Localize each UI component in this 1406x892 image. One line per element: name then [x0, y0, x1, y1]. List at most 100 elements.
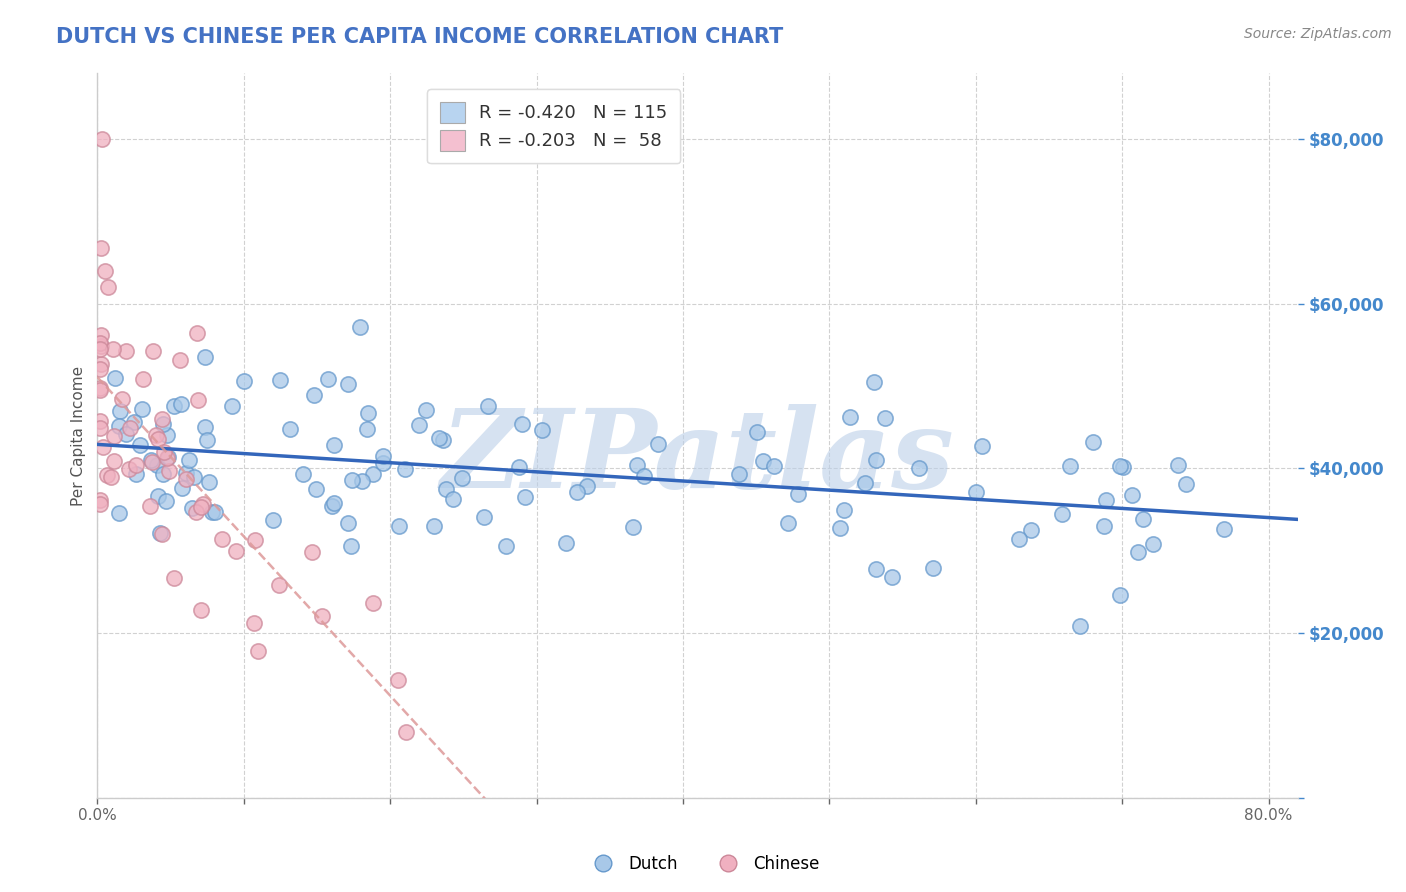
Point — [197, 434, 219, 448]
Point — [408, 417, 430, 432]
Point — [292, 467, 315, 481]
Point — [183, 469, 205, 483]
Point — [865, 453, 887, 467]
Point — [90, 358, 112, 372]
Point — [474, 510, 496, 524]
Point — [495, 539, 517, 553]
Point — [186, 393, 208, 408]
Point — [114, 426, 136, 441]
Point — [1142, 537, 1164, 551]
Point — [1167, 458, 1189, 472]
Point — [340, 473, 363, 487]
Point — [337, 377, 360, 392]
Point — [89, 414, 111, 428]
Point — [908, 460, 931, 475]
Point — [510, 417, 533, 431]
Point — [148, 433, 170, 447]
Point — [832, 503, 855, 517]
Point — [728, 467, 751, 481]
Point — [149, 526, 172, 541]
Point — [150, 411, 173, 425]
Point — [124, 467, 146, 482]
Point — [1083, 435, 1105, 450]
Point — [269, 374, 291, 388]
Point — [1108, 458, 1130, 473]
Point — [225, 544, 247, 558]
Point — [186, 505, 208, 519]
Point — [139, 453, 162, 467]
Point — [169, 352, 191, 367]
Point — [152, 467, 174, 481]
Point — [152, 445, 174, 459]
Point — [141, 454, 163, 468]
Point — [131, 372, 153, 386]
Point — [477, 400, 499, 414]
Point — [336, 516, 359, 530]
Point — [321, 499, 343, 513]
Point — [432, 433, 454, 447]
Point — [621, 520, 644, 534]
Text: Source: ZipAtlas.com: Source: ZipAtlas.com — [1244, 27, 1392, 41]
Point — [89, 421, 111, 435]
Point — [922, 561, 945, 575]
Point — [146, 458, 169, 472]
Point — [108, 419, 131, 434]
Point — [576, 478, 599, 492]
Point — [243, 533, 266, 548]
Point — [763, 459, 786, 474]
Point — [204, 504, 226, 518]
Point — [269, 578, 291, 592]
Point — [356, 422, 378, 436]
Point — [278, 422, 301, 436]
Point — [1213, 522, 1236, 536]
Point — [357, 406, 380, 420]
Point — [131, 402, 153, 417]
Point — [301, 545, 323, 559]
Point — [125, 458, 148, 472]
Point — [371, 456, 394, 470]
Point — [778, 516, 800, 531]
Point — [1175, 477, 1198, 491]
Point — [423, 519, 446, 533]
Point — [193, 498, 215, 512]
Point — [361, 467, 384, 481]
Point — [865, 561, 887, 575]
Point — [246, 643, 269, 657]
Point — [157, 464, 180, 478]
Point — [169, 396, 191, 410]
Point — [1059, 458, 1081, 473]
Point — [177, 453, 200, 467]
Point — [233, 374, 256, 388]
Point — [90, 241, 112, 255]
Point — [103, 454, 125, 468]
Point — [451, 471, 474, 485]
Point — [751, 454, 773, 468]
Point — [96, 467, 118, 482]
Point — [415, 403, 437, 417]
Point — [387, 673, 409, 687]
Point — [107, 506, 129, 520]
Point — [363, 596, 385, 610]
Point — [93, 264, 115, 278]
Point — [155, 494, 177, 508]
Point — [302, 388, 325, 402]
Point — [1111, 460, 1133, 475]
Point — [89, 492, 111, 507]
Point — [647, 437, 669, 451]
Point — [90, 132, 112, 146]
Point — [633, 469, 655, 483]
Point — [156, 428, 179, 442]
Legend: Dutch, Chinese: Dutch, Chinese — [581, 848, 825, 880]
Point — [89, 342, 111, 356]
Point — [1108, 588, 1130, 602]
Point — [787, 487, 810, 501]
Point — [395, 725, 418, 739]
Point — [626, 458, 648, 472]
Point — [322, 496, 344, 510]
Point — [194, 350, 217, 364]
Y-axis label: Per Capita Income: Per Capita Income — [72, 366, 86, 506]
Point — [1132, 511, 1154, 525]
Point — [970, 439, 993, 453]
Point — [89, 335, 111, 350]
Point — [89, 381, 111, 395]
